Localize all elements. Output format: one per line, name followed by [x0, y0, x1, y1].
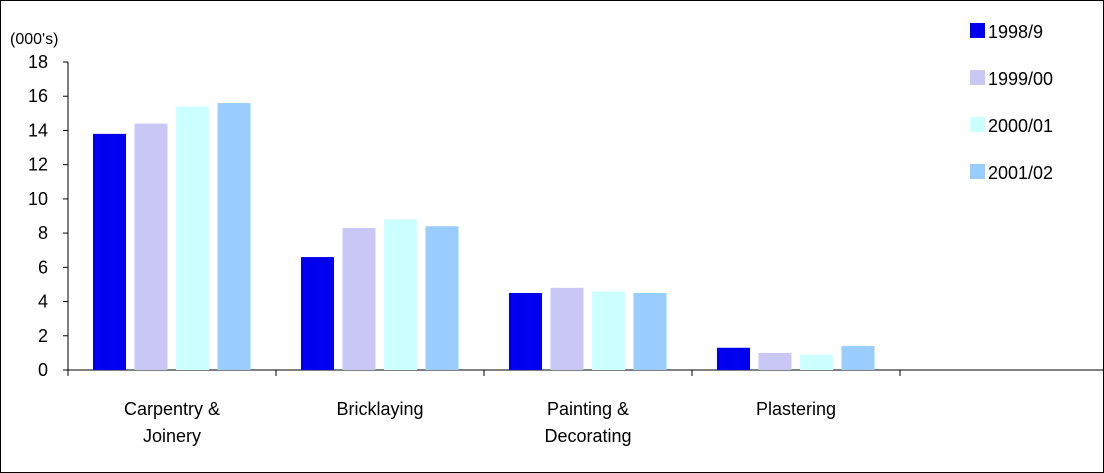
category-label: Carpentry &	[124, 399, 220, 419]
y-tick-label: 18	[28, 52, 48, 72]
y-tick-label: 12	[28, 155, 48, 175]
category-label: Decorating	[544, 426, 631, 446]
bar	[217, 103, 251, 371]
bar	[509, 293, 542, 370]
bar	[384, 219, 417, 370]
category-label: Bricklaying	[336, 399, 423, 419]
category-label: Plastering	[756, 399, 836, 419]
y-tick-label: 6	[38, 257, 48, 277]
y-tick-label: 10	[28, 189, 48, 209]
bar	[758, 352, 792, 370]
y-tick-label: 14	[28, 120, 48, 140]
category-label: Painting &	[547, 399, 629, 419]
legend-label: 1998/9	[988, 22, 1043, 42]
bar	[342, 227, 376, 370]
legend-swatch	[970, 117, 985, 132]
y-tick-label: 2	[38, 326, 48, 346]
legend-swatch	[970, 70, 985, 85]
legend: 1998/9 1999/00 2000/01 2001/02	[970, 22, 1053, 183]
bar	[592, 291, 625, 370]
bar	[93, 133, 126, 370]
bar	[633, 293, 667, 370]
category-label: Joinery	[143, 426, 201, 446]
y-tick-label: 0	[38, 360, 48, 380]
bar	[550, 287, 584, 370]
y-tick-label: 8	[38, 223, 48, 243]
bar	[841, 346, 875, 370]
bar	[800, 354, 833, 370]
y-tick-label: 4	[38, 292, 48, 312]
bar	[176, 106, 209, 370]
legend-swatch	[970, 164, 985, 179]
legend-swatch	[970, 23, 985, 38]
bar	[134, 123, 168, 370]
bars	[93, 103, 875, 371]
y-tick-label: 16	[28, 86, 48, 106]
category-labels: Carpentry & Joinery Bricklaying Painting & D…	[124, 399, 836, 446]
y-unit-label: (000's)	[10, 31, 58, 48]
bar	[717, 347, 750, 370]
legend-label: 2001/02	[988, 163, 1053, 183]
legend-label: 2000/01	[988, 116, 1053, 136]
bar	[425, 226, 459, 370]
bar	[301, 257, 334, 370]
legend-label: 1999/00	[988, 69, 1053, 89]
